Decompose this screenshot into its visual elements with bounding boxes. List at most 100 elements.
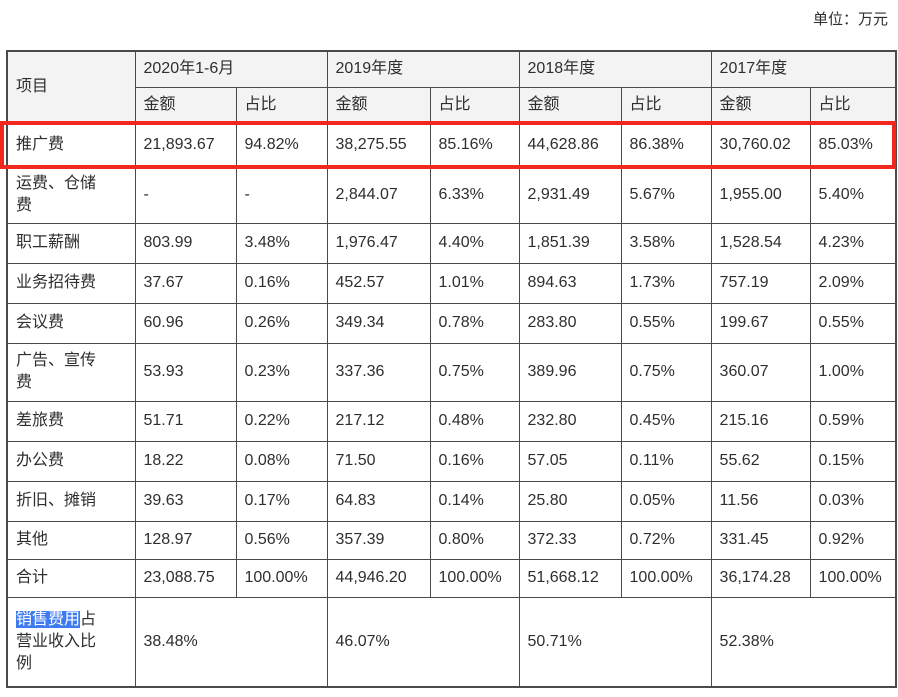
cell-amount: 803.99	[134, 222, 237, 264]
cell-ratio: 5.67%	[620, 166, 712, 224]
row-label: 推广费	[6, 122, 136, 168]
row-label: 广告、宣传费	[6, 342, 136, 402]
cell-ratio: 85.03%	[809, 122, 897, 168]
row-label: 业务招待费	[6, 262, 136, 304]
cell-ratio: 0.03%	[809, 480, 897, 522]
cell-ratio: 0.75%	[429, 342, 520, 402]
cell-amount: 215.16	[710, 400, 811, 442]
cell-ratio: 0.22%	[235, 400, 328, 442]
cell-ratio: 3.58%	[620, 222, 712, 264]
cell-amount: 60.96	[134, 302, 237, 344]
cell-amount: 64.83	[326, 480, 431, 522]
table-row-promotion: 推广费 21,893.67 94.82% 38,275.55 85.16% 44…	[6, 122, 897, 168]
cell-ratio: 0.26%	[235, 302, 328, 344]
cell-ratio: 100.00%	[620, 558, 712, 598]
cell-amount: 23,088.75	[134, 558, 237, 598]
cell-amount: 53.93	[134, 342, 237, 402]
header-ratio: 占比	[809, 86, 897, 124]
cell-amount: 757.19	[710, 262, 811, 304]
table-row-meeting: 会议费 60.96 0.26% 349.34 0.78% 283.80 0.55…	[6, 302, 897, 344]
header-amount: 金额	[134, 86, 237, 124]
cell-amount: 894.63	[518, 262, 622, 304]
table-row-entertainment: 业务招待费 37.67 0.16% 452.57 1.01% 894.63 1.…	[6, 262, 897, 304]
cell-ratio: 85.16%	[429, 122, 520, 168]
cell-ratio: 5.40%	[809, 166, 897, 224]
cell-amount: 2,844.07	[326, 166, 431, 224]
cell-ratio: 0.59%	[809, 400, 897, 442]
cell-amount: -	[134, 166, 237, 224]
selected-text: 销售费用	[16, 611, 81, 629]
cell-ratio: 0.08%	[235, 440, 328, 482]
header-period-2020: 2020年1-6月	[134, 50, 328, 88]
cell-ratio: 0.55%	[809, 302, 897, 344]
cell-amount: 25.80	[518, 480, 622, 522]
cell-amount: 55.62	[710, 440, 811, 482]
cell-amount: 337.36	[326, 342, 431, 402]
row-label: 差旅费	[6, 400, 136, 442]
cell-ratio: 0.72%	[620, 520, 712, 560]
cell-ratio: 0.23%	[235, 342, 328, 402]
row-label: 会议费	[6, 302, 136, 344]
header-ratio: 占比	[235, 86, 328, 124]
cell-amount: 36,174.28	[710, 558, 811, 598]
cell-ratio: 100.00%	[429, 558, 520, 598]
header-period-2019: 2019年度	[326, 50, 520, 88]
cell-amount: 349.34	[326, 302, 431, 344]
cell-ratio: 0.17%	[235, 480, 328, 522]
row-label: 其他	[6, 520, 136, 560]
cell-amount: 128.97	[134, 520, 237, 560]
cell-amount: 389.96	[518, 342, 622, 402]
header-ratio: 占比	[429, 86, 520, 124]
table-row-depreciation: 折旧、摊销 39.63 0.17% 64.83 0.14% 25.80 0.05…	[6, 480, 897, 522]
cell-ratio: 1.73%	[620, 262, 712, 304]
cell-amount: 57.05	[518, 440, 622, 482]
cell-amount: 1,976.47	[326, 222, 431, 264]
header-row-subheaders: 金额 占比 金额 占比 金额 占比 金额 占比	[7, 86, 897, 124]
cell-amount: 372.33	[518, 520, 622, 560]
cell-ratio: 0.14%	[429, 480, 520, 522]
header-period-2018: 2018年度	[518, 50, 712, 88]
row-label: 折旧、摊销	[6, 480, 136, 522]
cell-amount: 39.63	[134, 480, 237, 522]
cell-amount: 38,275.55	[326, 122, 431, 168]
cell-ratio: 0.75%	[620, 342, 712, 402]
cell-ratio: 6.33%	[429, 166, 520, 224]
cell-amount: 51,668.12	[518, 558, 622, 598]
table-row-total: 合计 23,088.75 100.00% 44,946.20 100.00% 5…	[6, 558, 897, 598]
row-label: 合计	[6, 558, 136, 598]
table-row-freight: 运费、仓储费 - - 2,844.07 6.33% 2,931.49 5.67%…	[6, 166, 897, 224]
cell-amount: 30,760.02	[710, 122, 811, 168]
header-amount: 金额	[710, 86, 811, 124]
cell-ratio: 94.82%	[235, 122, 328, 168]
cell-ratio-merged: 52.38%	[710, 596, 897, 688]
header-item: 项目	[6, 50, 136, 124]
unit-label: 单位：万元	[812, 11, 888, 28]
cell-ratio: -	[235, 166, 328, 224]
cell-ratio: 0.16%	[235, 262, 328, 304]
cell-amount: 199.67	[710, 302, 811, 344]
cell-ratio: 0.92%	[809, 520, 897, 560]
cell-ratio: 100.00%	[809, 558, 897, 598]
cell-amount: 217.12	[326, 400, 431, 442]
cell-ratio: 2.09%	[809, 262, 897, 304]
cell-ratio: 1.01%	[429, 262, 520, 304]
cell-ratio: 1.00%	[809, 342, 897, 402]
row-label: 职工薪酬	[6, 222, 136, 264]
cell-amount: 452.57	[326, 262, 431, 304]
cell-ratio: 0.11%	[620, 440, 712, 482]
cell-ratio: 0.48%	[429, 400, 520, 442]
cell-ratio: 86.38%	[620, 122, 712, 168]
header-ratio: 占比	[620, 86, 712, 124]
cell-amount: 331.45	[710, 520, 811, 560]
cell-amount: 51.71	[134, 400, 237, 442]
row-label: 办公费	[6, 440, 136, 482]
table-row-advertising: 广告、宣传费 53.93 0.23% 337.36 0.75% 389.96 0…	[6, 342, 897, 402]
cell-ratio-merged: 50.71%	[518, 596, 712, 688]
header-amount: 金额	[518, 86, 622, 124]
cell-ratio: 0.78%	[429, 302, 520, 344]
cell-amount: 283.80	[518, 302, 622, 344]
cell-amount: 2,931.49	[518, 166, 622, 224]
row-label: 销售费用占营业收入比例	[6, 596, 136, 688]
cell-amount: 44,946.20	[326, 558, 431, 598]
